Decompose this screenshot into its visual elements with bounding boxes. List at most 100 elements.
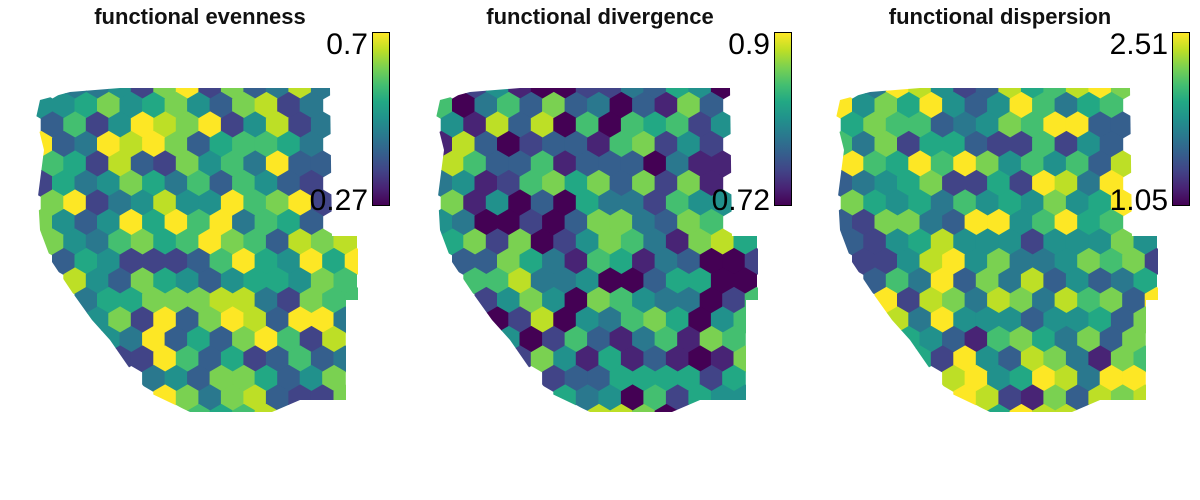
hex-cell xyxy=(710,306,735,334)
hex-cell xyxy=(1032,91,1056,120)
hex-cell xyxy=(530,306,555,334)
hex-cell xyxy=(688,228,712,256)
hex-cell xyxy=(1110,345,1135,373)
hex-cell xyxy=(665,150,690,178)
hex-cell xyxy=(474,130,499,159)
hex-cell xyxy=(508,111,532,139)
hex-cell xyxy=(97,169,121,198)
hex-cell xyxy=(1122,364,1146,393)
hex-cell xyxy=(1054,286,1079,315)
hex-cell xyxy=(930,189,955,217)
hex-cell xyxy=(919,208,944,237)
hex-cell xyxy=(530,267,555,295)
legend-max-label: 2.51 xyxy=(1109,28,1168,61)
hex-cell xyxy=(688,189,712,217)
hex-cell xyxy=(175,228,200,256)
hex-cell xyxy=(85,189,110,217)
hex-cell xyxy=(508,189,532,217)
hex-cell xyxy=(953,345,977,373)
hex-cell xyxy=(1043,189,1067,217)
hex-cell xyxy=(609,208,634,237)
hex-cell xyxy=(710,345,735,373)
hex-cell xyxy=(998,111,1022,139)
hex-cell xyxy=(299,169,324,198)
hex-cell xyxy=(1032,169,1056,198)
hex-cell xyxy=(975,150,1000,178)
hex-cell xyxy=(1088,306,1112,334)
hex-cell xyxy=(643,228,667,256)
hex-cell xyxy=(840,111,865,139)
hex-cell xyxy=(164,130,189,159)
panel-functional-evenness: functional evenness 0.7 0.27 xyxy=(0,0,400,500)
hex-cell xyxy=(277,169,301,198)
hex-cell xyxy=(530,189,555,217)
hex-cell xyxy=(840,150,865,178)
hex-cell xyxy=(508,306,532,334)
hex-cell xyxy=(142,364,166,393)
hex-cell xyxy=(175,306,200,334)
hex-cell xyxy=(440,111,465,139)
hex-cell xyxy=(1032,286,1056,315)
hex-cell xyxy=(63,88,87,100)
hex-cell xyxy=(1065,306,1090,334)
hex-cell xyxy=(1088,189,1112,217)
hex-cell xyxy=(254,286,279,315)
hex-cell xyxy=(897,286,921,315)
hex-cell xyxy=(1099,91,1124,120)
hex-cell xyxy=(108,150,132,178)
hex-cell xyxy=(164,286,189,315)
hex-cell xyxy=(36,169,53,198)
hex-cell xyxy=(243,88,267,100)
hex-cell xyxy=(953,150,977,178)
hex-cell xyxy=(722,364,746,393)
hex-cell xyxy=(1065,345,1090,373)
hex-cell xyxy=(232,364,256,393)
hex-cell xyxy=(497,169,521,198)
hex-cell xyxy=(63,150,87,178)
hex-cell xyxy=(232,91,256,120)
hex-cell xyxy=(474,169,499,198)
hex-cell xyxy=(987,325,1011,354)
hex-cell xyxy=(153,150,177,178)
hex-cell xyxy=(243,111,267,139)
hex-cell xyxy=(942,286,966,315)
hex-cell xyxy=(744,247,758,276)
hex-cell xyxy=(942,169,966,198)
hex-cell xyxy=(1077,286,1101,315)
hex-cell xyxy=(632,130,656,159)
hex-cell xyxy=(40,189,65,217)
hex-cell xyxy=(519,91,544,120)
hex-cell xyxy=(1110,150,1135,178)
hex-cell xyxy=(975,306,1000,334)
hex-cell xyxy=(987,91,1011,120)
hex-cell xyxy=(919,169,944,198)
hex-cell xyxy=(1054,247,1079,276)
hex-cell xyxy=(885,111,910,139)
hex-cell xyxy=(310,88,335,100)
hex-cell xyxy=(553,267,577,295)
hex-cell xyxy=(722,247,746,276)
hex-cell xyxy=(587,169,611,198)
hex-cell xyxy=(908,267,932,295)
hex-cell xyxy=(209,208,234,237)
hex-cell xyxy=(897,169,921,198)
hex-cell xyxy=(85,88,110,100)
hex-cell xyxy=(1020,384,1045,412)
hex-cell xyxy=(587,130,611,159)
hex-cell xyxy=(519,286,544,315)
hex-cell xyxy=(288,111,312,139)
hex-cell xyxy=(677,247,701,276)
hex-cell xyxy=(243,384,267,412)
panel-title: functional divergence xyxy=(486,4,714,29)
hex-cell xyxy=(288,189,312,217)
hex-cell xyxy=(1077,91,1101,120)
hex-cell xyxy=(209,91,234,120)
hex-cell xyxy=(598,111,622,139)
hex-cell xyxy=(885,150,910,178)
hex-cell xyxy=(836,208,853,237)
hex-cell xyxy=(632,325,656,354)
hex-cell xyxy=(187,403,211,412)
hex-cell xyxy=(74,247,99,276)
hex-cell xyxy=(288,88,312,100)
hex-cell xyxy=(1099,364,1124,393)
